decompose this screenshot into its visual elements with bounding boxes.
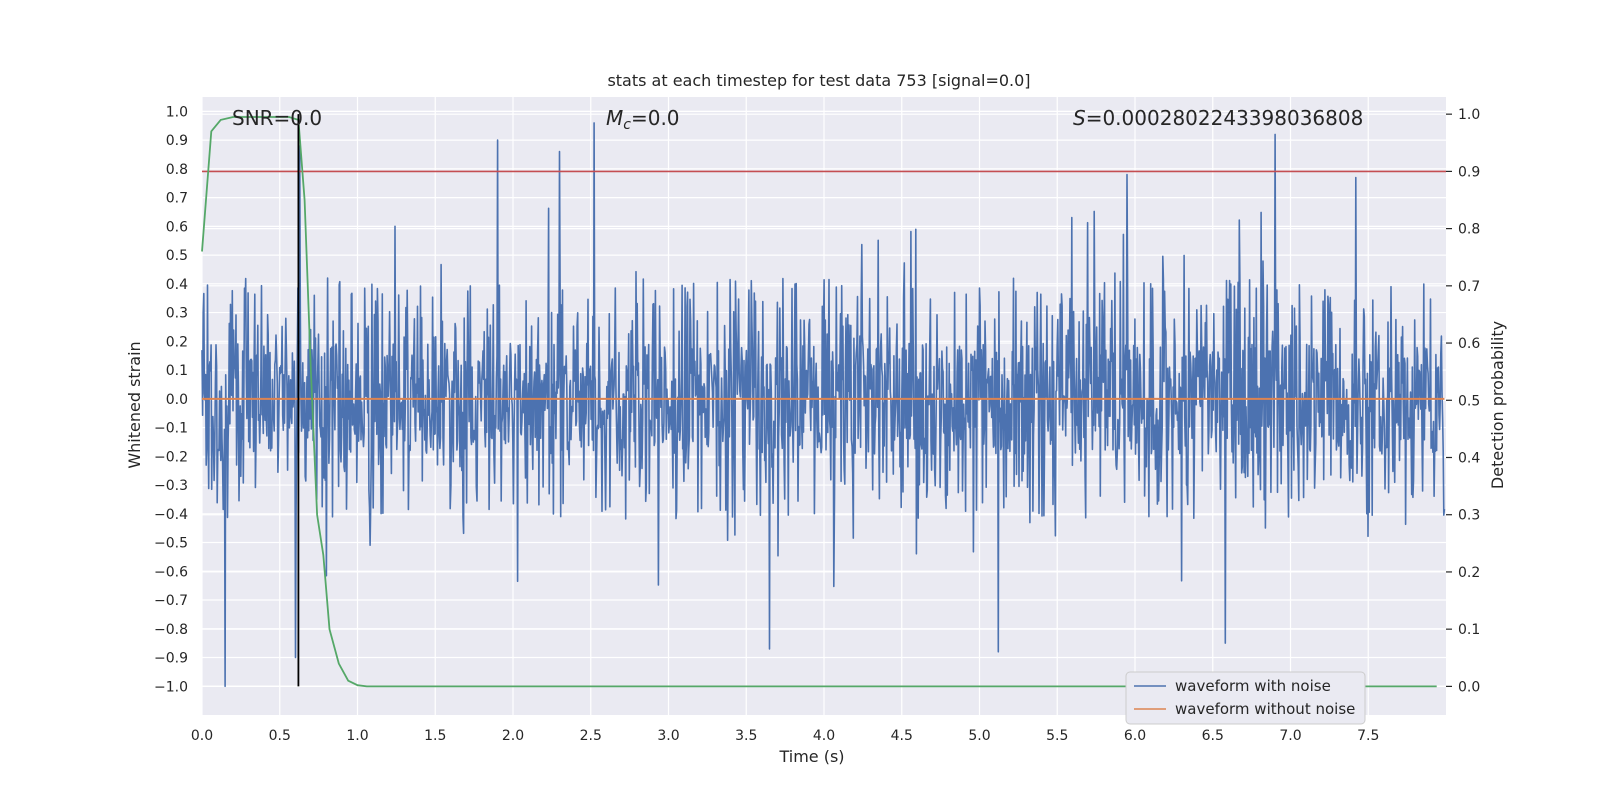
y-right-tick-label: 0.6 xyxy=(1458,336,1480,352)
y-left-tick-label: 0.9 xyxy=(166,133,188,149)
x-tick-label: 2.5 xyxy=(580,728,602,744)
y-right-tick-label: 0.2 xyxy=(1458,565,1480,581)
y-right-tick-label: 0.1 xyxy=(1458,622,1480,638)
y-left-tick-label: 1.0 xyxy=(166,104,188,120)
y-left-tick-label: −0.5 xyxy=(154,536,188,552)
x-tick-label: 7.0 xyxy=(1279,728,1301,744)
y-left-tick-label: 0.0 xyxy=(166,392,188,408)
y-right-tick-label: 0.5 xyxy=(1458,393,1480,409)
x-tick-label: 7.5 xyxy=(1357,728,1379,744)
y-axis-left: 1.0 0.9 0.8 0.7 0.6 0.5 0.4 0.3 0.2 0.1 0.0 −0.1 −0.… xyxy=(154,104,188,695)
x-axis-label: Time (s) xyxy=(778,747,844,766)
chart-title: stats at each timestep for test data 753… xyxy=(607,71,1030,90)
y-left-tick-label: 0.5 xyxy=(166,248,188,264)
y-left-tick-label: 0.2 xyxy=(166,334,188,350)
y-right-tick-label: 0.9 xyxy=(1458,164,1480,180)
y-left-tick-label: −1.0 xyxy=(154,679,188,695)
x-tick-label: 0.5 xyxy=(269,728,291,744)
y-right-tick-label: 1.0 xyxy=(1458,107,1480,123)
x-axis: 0.0 0.5 1.0 1.5 2.0 2.5 3.0 3.5 4.0 4.5 5.0 5.5 6.0 6… xyxy=(191,728,1380,744)
y-left-tick-label: −0.2 xyxy=(154,449,188,465)
y-left-tick-label: 0.3 xyxy=(166,306,188,322)
y-left-tick-label: 0.8 xyxy=(166,162,188,178)
legend-label-clean: waveform without noise xyxy=(1175,700,1355,718)
y-left-tick-label: 0.4 xyxy=(166,277,188,293)
x-tick-label: 5.0 xyxy=(968,728,990,744)
y-right-tick-label: 0.4 xyxy=(1458,451,1480,467)
legend: waveform with noise waveform without noi… xyxy=(1125,671,1366,725)
score-annotation: S=0.0002802243398036808 xyxy=(1073,106,1363,130)
x-tick-label: 3.5 xyxy=(735,728,757,744)
y-left-tick-label: −0.1 xyxy=(154,421,188,437)
y-left-tick-label: −0.8 xyxy=(154,622,188,638)
y-left-tick-label: −0.4 xyxy=(154,507,188,523)
y-axis-left-label: Whitened strain xyxy=(125,341,144,468)
x-tick-label: 6.0 xyxy=(1124,728,1146,744)
y-right-tick-label: 0.3 xyxy=(1458,508,1480,524)
x-tick-label: 1.0 xyxy=(346,728,368,744)
mc-symbol: M xyxy=(606,106,623,130)
legend-box xyxy=(1125,671,1366,725)
x-tick-label: 4.0 xyxy=(813,728,835,744)
y-axis-right-label: Detection probability xyxy=(1488,321,1507,489)
y-axis-right: 1.0 0.9 0.8 0.7 0.6 0.5 0.4 0.3 0.2 0.1 0.0 xyxy=(1446,107,1480,695)
x-tick-label: 4.5 xyxy=(891,728,913,744)
y-left-tick-label: −0.7 xyxy=(154,593,188,609)
legend-label-noise: waveform with noise xyxy=(1175,677,1331,695)
y-left-tick-label: −0.6 xyxy=(154,564,188,580)
x-tick-label: 3.0 xyxy=(657,728,679,744)
y-right-tick-label: 0.0 xyxy=(1458,679,1480,695)
y-left-tick-label: 0.7 xyxy=(166,191,188,207)
mc-subscript: c xyxy=(623,117,631,133)
x-tick-label: 2.0 xyxy=(502,728,524,744)
detection-probability-line xyxy=(201,116,1437,688)
y-left-tick-label: −0.3 xyxy=(154,478,188,494)
y-left-tick-label: 0.1 xyxy=(166,363,188,379)
s-symbol: S xyxy=(1073,106,1086,130)
x-tick-label: 1.5 xyxy=(424,728,446,744)
chirp-mass-annotation: Mc=0.0 xyxy=(606,106,680,133)
y-left-tick-label: −0.9 xyxy=(154,651,188,667)
x-tick-label: 0.0 xyxy=(191,728,213,744)
y-left-tick-label: 0.6 xyxy=(166,219,188,235)
x-tick-label: 5.5 xyxy=(1046,728,1068,744)
s-value: =0.0002802243398036808 xyxy=(1086,106,1364,130)
noise-waveform-line xyxy=(201,122,1446,688)
mc-value: =0.0 xyxy=(631,106,680,130)
y-right-tick-label: 0.7 xyxy=(1458,279,1480,295)
y-right-tick-label: 0.8 xyxy=(1458,222,1480,238)
noise-waveform-series xyxy=(201,122,1446,688)
snr-annotation: SNR=0.0 xyxy=(232,106,322,130)
x-tick-label: 6.5 xyxy=(1202,728,1224,744)
